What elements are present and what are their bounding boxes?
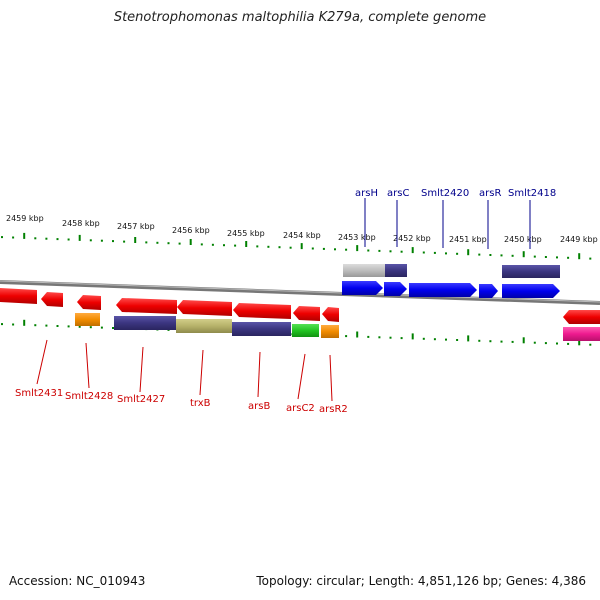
gene-arrow-Smlt2431	[41, 292, 63, 307]
cog-bar-arsC	[385, 264, 407, 277]
leader-line	[257, 351, 261, 398]
forward-gene-leader-lines	[364, 198, 531, 249]
cog-bar-arsC2	[292, 324, 319, 337]
leader-line	[85, 342, 90, 389]
cog-bar-arsH	[343, 264, 385, 277]
topology-summary: Topology: circular; Length: 4,851,126 bp…	[256, 574, 586, 588]
cog-bar-Smlt2418	[502, 265, 560, 278]
leader-line	[329, 354, 333, 402]
genome-backbone	[0, 280, 600, 305]
gene-arrow-arsB	[233, 303, 291, 319]
kbp-label: 2456 kbp	[172, 226, 210, 235]
gene-label-arsC2: arsC2	[286, 403, 315, 414]
kbp-label: 2457 kbp	[117, 222, 155, 231]
gene-label-Smlt2420: Smlt2420	[421, 188, 469, 199]
kbp-scale-labels: 2459 kbp 2458 kbp 2457 kbp 2456 kbp 2455…	[6, 214, 598, 244]
gene-label-Smlt2428: Smlt2428	[65, 391, 113, 402]
kbp-label: 2451 kbp	[449, 235, 487, 244]
gene-arrow-trxB	[177, 300, 232, 316]
gene-arrow-arsC2	[293, 306, 320, 321]
kbp-label: 2459 kbp	[6, 214, 44, 223]
gene-label-Smlt2431: Smlt2431	[15, 388, 63, 399]
upper-scale-ticks	[1, 232, 592, 260]
genome-backbone-highlight	[0, 280, 600, 303]
cog-bar-Smlt2428	[75, 313, 100, 326]
kbp-label: 2450 kbp	[504, 235, 542, 244]
cog-bar-arsB	[232, 322, 291, 336]
cog-bar-arsR2	[321, 325, 339, 338]
reverse-gene-labels: Smlt2431 Smlt2428 Smlt2427 trxB arsB ars…	[15, 388, 348, 415]
gene-arrow-arsC	[384, 282, 407, 296]
gene-arrow-Smlt2427	[116, 298, 177, 314]
gene-arrow-Smlt2418	[502, 284, 560, 298]
gene-arrow-Smlt2428	[77, 295, 101, 310]
leader-line	[297, 353, 306, 400]
leader-line	[36, 339, 48, 385]
cog-bar-Smlt2417	[563, 327, 600, 341]
accession-label: Accession: NC_010943	[9, 574, 146, 588]
kbp-label: 2449 kbp	[560, 235, 598, 244]
forward-gene-labels: arsH arsC Smlt2420 arsR Smlt2418	[355, 188, 556, 199]
kbp-label: 2458 kbp	[62, 219, 100, 228]
kbp-label: 2452 kbp	[393, 234, 431, 243]
kbp-label: 2454 kbp	[283, 231, 321, 240]
cog-bar-Smlt2427	[114, 316, 176, 330]
gene-arrow-arsH	[342, 281, 383, 295]
gene-arrow-Smlt2417	[563, 310, 600, 324]
gene-label-arsH: arsH	[355, 188, 378, 199]
kbp-label: 2453 kbp	[338, 233, 376, 242]
reverse-gene-leader-lines	[36, 339, 333, 402]
gene-label-arsC: arsC	[387, 188, 409, 199]
gene-label-arsR: arsR	[479, 188, 501, 199]
gene-label-Smlt2418: Smlt2418	[508, 188, 556, 199]
kbp-label: 2455 kbp	[227, 229, 265, 238]
gene-arrow-Smlt2432	[0, 288, 37, 304]
leader-line	[199, 349, 204, 396]
gene-arrow-Smlt2420	[409, 283, 477, 297]
gene-arrow-arsR	[479, 284, 498, 298]
gene-label-arsR2: arsR2	[319, 404, 348, 415]
gene-label-Smlt2427: Smlt2427	[117, 394, 165, 405]
gene-label-arsB: arsB	[248, 401, 270, 412]
cog-bar-trxB	[176, 319, 232, 333]
leader-line	[139, 346, 144, 393]
gene-label-trxB: trxB	[190, 398, 211, 409]
genome-title: Stenotrophomonas maltophilia K279a, comp…	[113, 10, 487, 25]
gene-arrow-arsR2	[322, 307, 339, 322]
